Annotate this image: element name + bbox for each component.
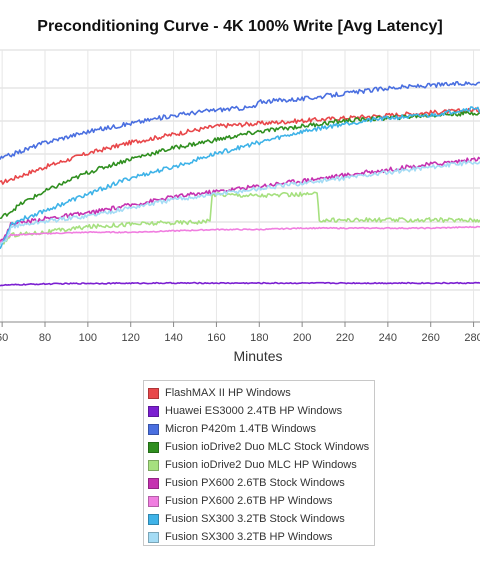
legend-label: Fusion SX300 3.2TB HP Windows <box>165 531 333 543</box>
legend-item[interactable]: Fusion ioDrive2 Duo MLC Stock Windows <box>148 438 369 456</box>
legend-item[interactable]: Fusion SX300 3.2TB HP Windows <box>148 528 332 546</box>
legend-item[interactable]: Fusion PX600 2.6TB Stock Windows <box>148 474 345 492</box>
legend-swatch <box>148 459 159 471</box>
legend-label: Huawei ES3000 2.4TB HP Windows <box>165 405 343 417</box>
series-line <box>0 191 480 245</box>
x-tick-label: 120 <box>122 332 140 344</box>
x-tick-label: 280 <box>464 332 480 344</box>
legend-label: FlashMAX II HP Windows <box>165 387 291 399</box>
legend-label: Fusion ioDrive2 Duo MLC HP Windows <box>165 459 357 471</box>
legend-item[interactable]: Micron P420m 1.4TB Windows <box>148 420 316 438</box>
x-tick-label: 60 <box>0 332 8 344</box>
legend-label: Fusion PX600 2.6TB HP Windows <box>165 495 333 507</box>
legend-label: Fusion PX600 2.6TB Stock Windows <box>165 477 345 489</box>
x-tick-label: 80 <box>39 332 51 344</box>
legend-swatch <box>148 495 159 507</box>
x-tick-label: 240 <box>379 332 397 344</box>
series-line <box>0 281 480 287</box>
series-layer <box>0 81 480 287</box>
x-tick-label: 260 <box>422 332 440 344</box>
legend-swatch <box>148 513 159 525</box>
axis-layer: 60 80 100 120 140 160 180 200 220 240 260 280 <box>0 321 480 344</box>
legend-swatch <box>148 531 159 543</box>
legend-label: Micron P420m 1.4TB Windows <box>165 423 316 435</box>
legend-label: Fusion ioDrive2 Duo MLC Stock Windows <box>165 441 370 453</box>
x-tick-label: 200 <box>293 332 311 344</box>
series-line <box>0 106 480 250</box>
chart-title: Preconditioning Curve - 4K 100% Write [A… <box>37 18 443 35</box>
series-line <box>0 156 480 243</box>
legend-swatch <box>148 387 159 399</box>
legend-item[interactable]: FlashMAX II HP Windows <box>148 384 291 402</box>
series-line <box>0 81 480 160</box>
x-tick-label: 100 <box>79 332 97 344</box>
x-axis-label: Minutes <box>233 348 283 364</box>
x-tick-label: 160 <box>207 332 225 344</box>
series-line <box>0 107 480 185</box>
series-line <box>0 160 480 246</box>
series-line <box>0 110 480 220</box>
legend-swatch <box>148 423 159 435</box>
x-tick-label: 180 <box>250 332 268 344</box>
legend-swatch <box>148 441 159 453</box>
legend-item[interactable]: Fusion PX600 2.6TB HP Windows <box>148 492 332 510</box>
legend-swatch <box>148 405 159 417</box>
legend-item[interactable]: Fusion ioDrive2 Duo MLC HP Windows <box>148 456 357 474</box>
x-tick-label: 220 <box>336 332 354 344</box>
legend-swatch <box>148 477 159 489</box>
legend: FlashMAX II HP Windows Huawei ES3000 2.4T… <box>143 380 375 546</box>
legend-item[interactable]: Fusion SX300 3.2TB Stock Windows <box>148 510 345 528</box>
legend-item[interactable]: Huawei ES3000 2.4TB HP Windows <box>148 402 342 420</box>
series-line <box>0 225 480 244</box>
legend-label: Fusion SX300 3.2TB Stock Windows <box>165 513 345 525</box>
grid-layer <box>0 49 480 323</box>
x-tick-label: 140 <box>164 332 182 344</box>
